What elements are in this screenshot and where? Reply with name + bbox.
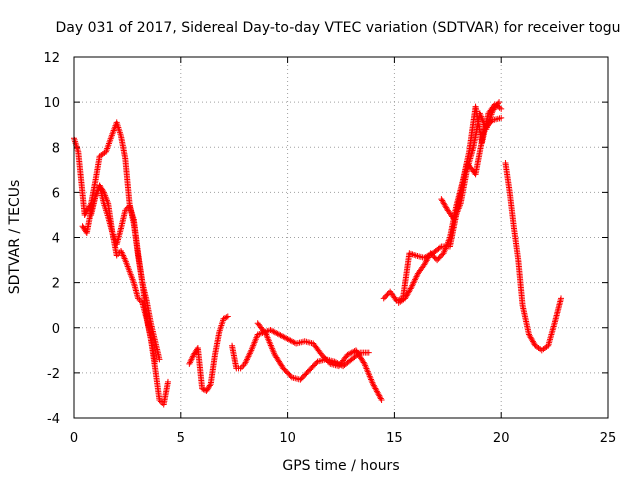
series-togu-h <box>395 101 505 306</box>
x-axis-label: GPS time / hours <box>282 458 399 474</box>
data-point <box>239 363 246 370</box>
y-tick-label: -2 <box>47 367 60 382</box>
data-point <box>383 292 390 299</box>
data-point <box>434 257 441 264</box>
series-togu-a <box>71 119 171 408</box>
data-point <box>496 99 503 106</box>
series-togu-e <box>229 327 385 403</box>
y-tick-label: 8 <box>52 141 60 156</box>
data-point <box>436 244 443 251</box>
y-tick-label: 0 <box>52 322 60 337</box>
grid <box>74 57 608 418</box>
series-togu-d <box>186 313 231 394</box>
series-togu-g <box>380 114 505 304</box>
data-point <box>164 378 171 385</box>
series-togu-c <box>88 182 163 363</box>
series-togu-f <box>254 320 372 383</box>
x-tick-label: 20 <box>493 431 510 446</box>
y-tick-label: -4 <box>47 412 60 427</box>
y-axis-label: SDTVAR / TECUs <box>7 180 23 295</box>
data-point <box>428 251 435 258</box>
x-tick-label: 10 <box>279 431 296 446</box>
plot-frame <box>73 56 609 419</box>
data-point <box>436 254 443 261</box>
y-tick-label: 12 <box>43 51 60 66</box>
data-point <box>431 254 438 261</box>
data-point <box>378 396 385 403</box>
data-point <box>135 295 142 302</box>
data-point <box>355 350 362 357</box>
data-point <box>156 356 163 363</box>
y-tick-label: 10 <box>43 96 60 111</box>
x-tick-label: 0 <box>70 431 78 446</box>
data-point <box>435 255 442 262</box>
data-point <box>498 114 505 121</box>
data-points <box>71 99 565 408</box>
data-point <box>152 358 159 365</box>
data-point <box>498 105 505 112</box>
data-point <box>427 250 434 257</box>
data-point <box>437 253 444 260</box>
x-tick-label: 15 <box>386 431 403 446</box>
data-point <box>206 382 213 389</box>
data-point <box>100 188 107 195</box>
data-point <box>365 349 372 356</box>
x-tick-label: 25 <box>600 431 617 446</box>
data-point <box>558 295 565 302</box>
axis-ticks: 0 5 10 15 20 25 -4 -2 0 2 4 6 8 10 12 <box>43 51 616 446</box>
data-point <box>224 313 231 320</box>
series-togu-j <box>502 160 565 354</box>
x-tick-label: 5 <box>177 431 185 446</box>
y-tick-label: 2 <box>52 277 60 292</box>
y-tick-label: 4 <box>52 232 60 247</box>
data-point <box>377 395 384 402</box>
data-point <box>380 295 387 302</box>
data-point <box>382 294 389 301</box>
data-point <box>223 314 230 321</box>
data-point <box>430 253 437 260</box>
y-tick-label: 6 <box>52 186 60 201</box>
chart-title: Day 031 of 2017, Sidereal Day-to-day VTE… <box>55 20 620 36</box>
series-togu-i <box>438 99 503 223</box>
